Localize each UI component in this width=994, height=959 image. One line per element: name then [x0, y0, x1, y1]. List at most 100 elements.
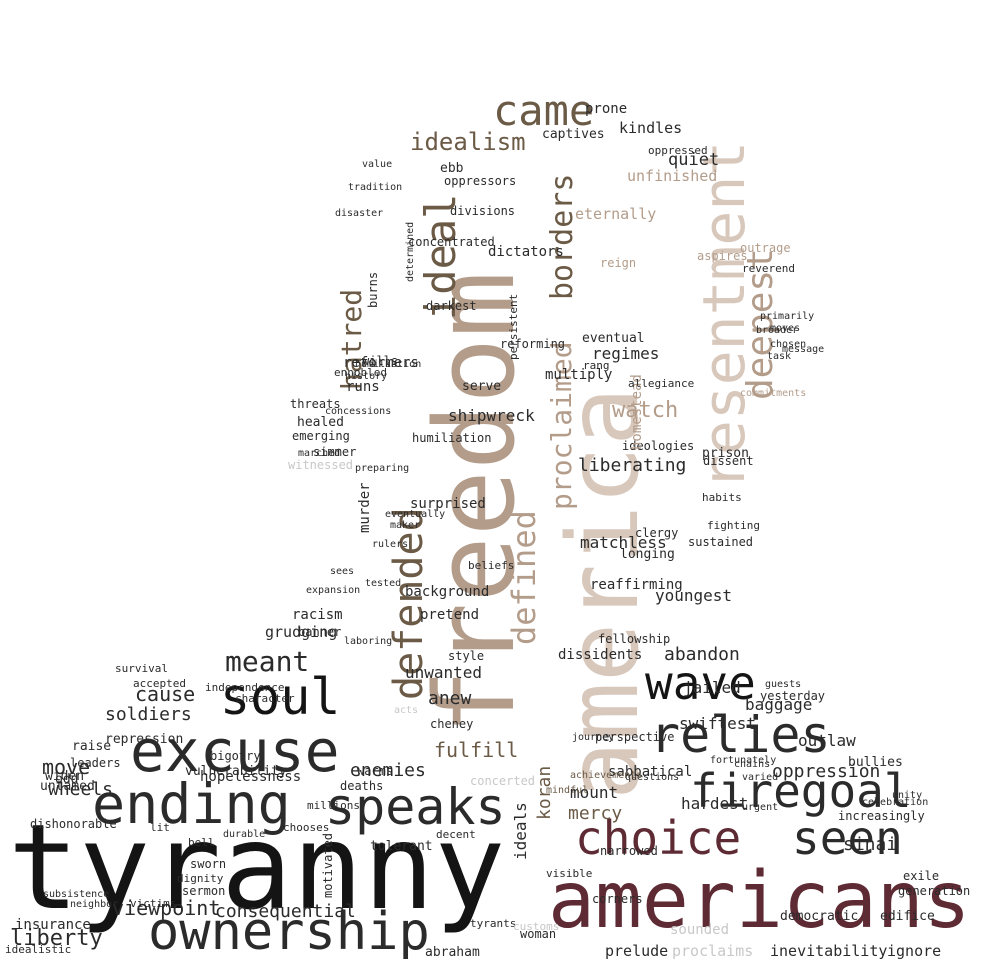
cloud-word: liberty: [10, 926, 103, 951]
cloud-word: swiftest: [679, 714, 757, 733]
cloud-word: prone: [585, 101, 628, 117]
cloud-word: reign: [600, 256, 637, 270]
cloud-word: decent: [436, 828, 476, 841]
cloud-word: customs: [513, 920, 560, 933]
cloud-word: fortunately: [710, 755, 777, 766]
cloud-word: mercy: [568, 803, 623, 824]
cloud-word: eventual: [582, 331, 645, 346]
cloud-word: chains: [734, 759, 771, 770]
cloud-word: anew: [428, 688, 472, 709]
cloud-word: tyrants: [470, 917, 517, 930]
cloud-word: proclaims: [672, 942, 754, 959]
cloud-word: racism: [292, 607, 343, 623]
cloud-word: wills: [362, 354, 399, 368]
cloud-word: primarily: [760, 311, 815, 322]
cloud-word: abandon: [664, 644, 740, 665]
cloud-word: idealistic: [5, 943, 72, 956]
cloud-word: tested: [365, 578, 402, 589]
cloud-word: concessions: [325, 406, 392, 417]
cloud-word: seen: [792, 811, 903, 865]
cloud-word: mount: [570, 783, 619, 802]
cloud-word: acts: [394, 705, 419, 716]
cloud-word: ownership: [148, 902, 430, 959]
cloud-word: consequential: [215, 901, 356, 922]
cloud-word: simmer: [313, 445, 357, 459]
cloud-word: dictators: [488, 244, 564, 260]
cloud-word: sermon: [182, 884, 226, 898]
cloud-word: history: [345, 371, 388, 382]
cloud-word: moves: [770, 323, 801, 334]
cloud-word: prelude: [605, 942, 669, 959]
cloud-word: captives: [542, 127, 605, 142]
cloud-word: regimes: [592, 344, 660, 363]
cloud-word: urgent: [742, 802, 779, 813]
cloud-word: dishonorable: [30, 817, 117, 831]
cloud-word: chosen: [770, 339, 807, 350]
cloud-word: odd: [55, 772, 79, 787]
cloud-word: warms: [357, 764, 394, 778]
cloud-word: fulfill: [434, 738, 519, 762]
cloud-word: concentrated: [408, 235, 495, 249]
cloud-word: banner: [298, 625, 342, 639]
cloud-word: yesterday: [760, 689, 826, 703]
cloud-word: divisions: [450, 204, 516, 218]
cloud-word: character: [235, 692, 295, 705]
cloud-word: determined: [405, 221, 416, 282]
cloud-word: threats: [290, 397, 341, 411]
cloud-word: liberating: [578, 455, 687, 476]
cloud-word: runs: [346, 379, 380, 395]
cloud-word: insurance: [15, 917, 91, 933]
cloud-word: beliefs: [468, 559, 515, 572]
cloud-word: multiply: [545, 367, 613, 383]
cloud-word: survival: [115, 662, 168, 675]
cloud-word: witnessed: [288, 458, 354, 472]
cloud-word: hardest: [681, 794, 749, 813]
cloud-word: sworn: [190, 857, 227, 871]
cloud-word: bullies: [848, 755, 903, 770]
cloud-word: wheels: [48, 779, 114, 800]
cloud-word: oppression: [772, 761, 881, 782]
cloud-word: edifice: [880, 909, 935, 924]
cloud-word: value: [362, 159, 393, 170]
cloud-word: journey: [572, 732, 615, 743]
cloud-word: quiet: [668, 150, 720, 170]
cloud-word: eventually: [385, 509, 446, 520]
cloud-word: independence: [205, 681, 285, 694]
cloud-word: laboring: [344, 636, 393, 647]
cloud-word: matchless: [580, 533, 667, 552]
cloud-word: perspective: [595, 730, 675, 744]
cloud-word: sinai: [843, 834, 898, 855]
cloud-word: reaffirming: [590, 577, 683, 593]
cloud-word: borders: [545, 173, 580, 300]
cloud-word: youngest: [655, 586, 733, 605]
cloud-word: move: [42, 755, 91, 779]
cloud-word: murder: [357, 482, 373, 533]
cloud-word: shipwreck: [448, 406, 535, 425]
cloud-word: celebration: [862, 797, 929, 808]
cloud-word: task: [767, 351, 792, 362]
cloud-word: durable: [223, 829, 266, 840]
cloud-word: excuse: [130, 717, 340, 785]
cloud-word: woman: [520, 927, 557, 941]
cloud-word: prison: [702, 446, 749, 461]
cloud-word: corners: [592, 892, 643, 906]
cloud-word: leaders: [70, 756, 121, 770]
cloud-word: increasingly: [838, 809, 925, 823]
cloud-word: neighbor: [70, 899, 119, 910]
cloud-word: dissent: [703, 454, 754, 468]
cloud-word: chooses: [283, 821, 330, 834]
cloud-word: hopelessness: [200, 769, 302, 785]
cloud-word: surprised: [410, 496, 486, 512]
cloud-word: americans: [548, 856, 971, 946]
cloud-word: motivated: [321, 832, 335, 898]
cloud-word: marched: [298, 448, 341, 459]
cloud-word: enemies: [350, 760, 426, 781]
cloud-word: longing: [620, 547, 675, 562]
cloud-word: accepted: [133, 677, 186, 690]
cloud-word: ignore: [887, 942, 942, 959]
cloud-word: wave: [645, 656, 756, 710]
cloud-word: viewpoint: [112, 896, 221, 920]
cloud-word: grudging: [265, 623, 338, 641]
cloud-word: message: [782, 344, 825, 355]
